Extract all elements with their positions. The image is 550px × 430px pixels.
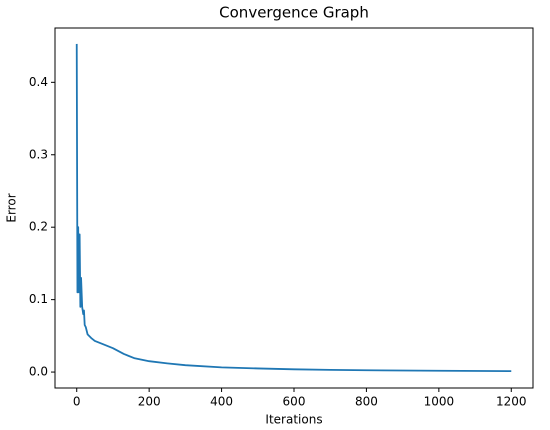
x-tick-label: 1200 xyxy=(496,395,527,409)
y-axis-label: Error xyxy=(5,193,19,222)
x-tick-label: 0 xyxy=(73,395,81,409)
x-tick-label: 1000 xyxy=(424,395,455,409)
y-tick-label: 0.4 xyxy=(29,75,48,89)
chart-title: Convergence Graph xyxy=(219,4,369,22)
x-tick-label: 200 xyxy=(138,395,161,409)
y-tick-label: 0.3 xyxy=(29,147,48,161)
line-series xyxy=(75,43,512,373)
y-tick-label: 0.2 xyxy=(29,220,48,234)
x-tick-label: 400 xyxy=(210,395,233,409)
y-tick-label: 0.0 xyxy=(29,365,48,379)
x-tick-label: 600 xyxy=(283,395,306,409)
x-tick-label: 800 xyxy=(355,395,378,409)
plot-frame xyxy=(54,27,534,389)
x-axis-label: Iterations xyxy=(265,413,322,427)
y-tick-label: 0.1 xyxy=(29,292,48,306)
